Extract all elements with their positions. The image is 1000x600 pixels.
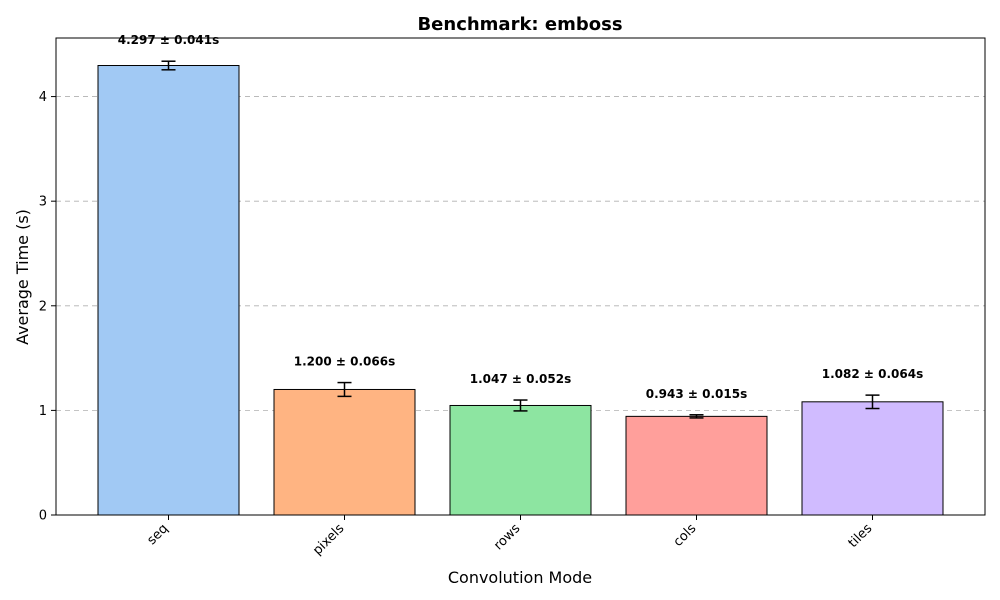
data-label: 4.297 ± 0.041s — [118, 33, 219, 47]
data-label: 0.943 ± 0.015s — [646, 387, 747, 401]
y-tick-label: 2 — [39, 299, 47, 314]
x-tick-label: rows — [491, 521, 523, 553]
y-tick-label: 3 — [39, 195, 47, 210]
x-tick-label: cols — [671, 521, 700, 550]
error-bars — [161, 60, 880, 419]
x-axis-ticks: seq pixels rows cols tiles — [144, 515, 875, 558]
y-axis-label: Average Time (s) — [13, 209, 32, 345]
bar-seq — [97, 65, 240, 516]
bar-rows — [449, 404, 592, 516]
data-label: 1.082 ± 0.064s — [822, 367, 923, 381]
y-tick-label: 1 — [39, 404, 47, 419]
x-tick-label: seq — [144, 521, 171, 548]
bar-tiles — [801, 401, 944, 516]
bars — [97, 65, 944, 516]
y-axis-ticks: 0 1 2 3 4 — [39, 90, 56, 524]
data-label: 1.200 ± 0.066s — [294, 355, 395, 369]
chart-title: Benchmark: emboss — [417, 14, 622, 35]
x-tick-label: tiles — [846, 521, 876, 551]
x-axis-label: Convolution Mode — [448, 568, 592, 587]
x-tick-label: pixels — [310, 521, 347, 558]
y-tick-label: 0 — [39, 509, 47, 524]
bar-pixels — [273, 388, 416, 516]
data-label: 1.047 ± 0.052s — [470, 372, 571, 386]
data-labels: 4.297 ± 0.041s 1.200 ± 0.066s 1.047 ± 0.05… — [118, 33, 923, 401]
y-tick-label: 4 — [39, 90, 47, 105]
bar-cols — [625, 415, 768, 516]
